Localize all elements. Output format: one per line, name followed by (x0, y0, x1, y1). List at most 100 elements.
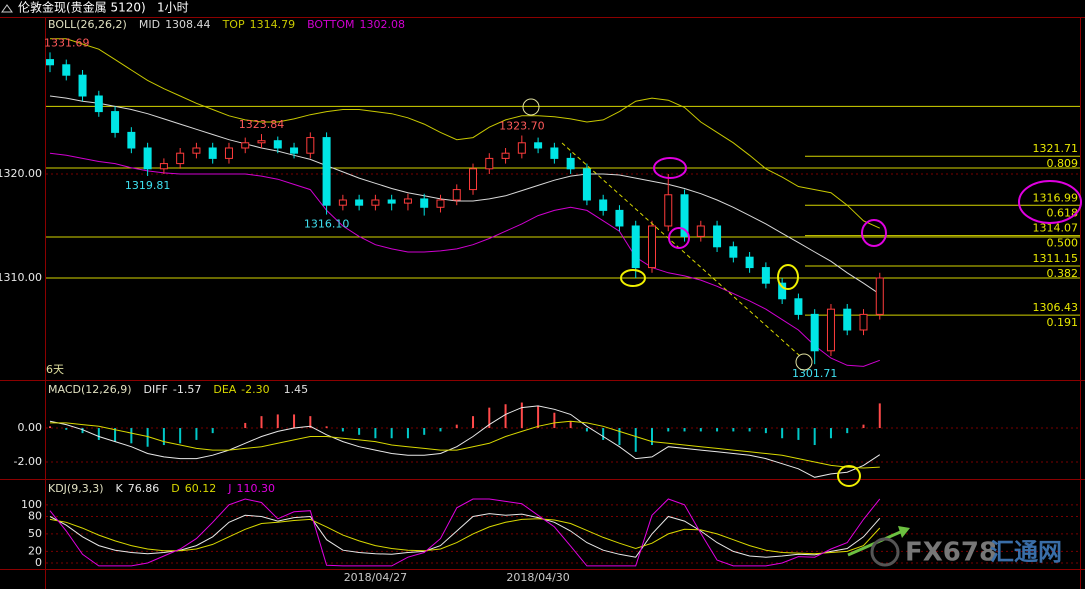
panel-borders (0, 17, 1085, 589)
fib-price: 1311.15 (1033, 252, 1079, 265)
candle-body (778, 282, 787, 300)
candle-body (452, 189, 461, 201)
candle-body (257, 140, 266, 144)
candle-body (322, 137, 331, 206)
watermark-brand: FX678 (905, 538, 997, 568)
candle-body (176, 152, 185, 165)
y-tick-label: 0.00 (18, 421, 43, 434)
legend-value: 60.12 (185, 482, 217, 495)
legend-value: 1314.79 (250, 18, 296, 31)
candle-body (208, 147, 217, 159)
candle-body (566, 157, 575, 170)
candle-body (696, 225, 705, 237)
legend-value: 1302.08 (359, 18, 405, 31)
candle-body (469, 168, 478, 191)
indicator-header: BOLL(26,26,2) MID 1308.44 TOP 1314.79 BOTTOM 1… (48, 18, 405, 31)
candle-body (111, 111, 120, 133)
candle-body (810, 313, 819, 352)
candle-body (273, 140, 282, 149)
boll-line (50, 38, 881, 229)
candle-body (143, 147, 152, 170)
y-tick-label: 1320.00 (0, 167, 42, 180)
fib-price: 1321.71 (1033, 142, 1079, 155)
kdj-line (49, 513, 881, 558)
candle-body (729, 246, 738, 258)
y-tick-label: -2.00 (14, 455, 42, 468)
legend-name: DIFF (144, 383, 168, 396)
y-tick-label: 0 (35, 556, 42, 569)
candle-body (794, 298, 803, 315)
candle-body (355, 199, 364, 206)
candle-body (501, 152, 510, 159)
candle-body (290, 147, 299, 154)
period-selector[interactable]: 1小时 (157, 1, 189, 15)
legend-name: TOP (222, 18, 245, 31)
candle-body (403, 198, 412, 204)
legend-name: D (171, 482, 179, 495)
legend-name: K (116, 482, 124, 495)
watermark-name: 汇通网 (990, 538, 1062, 566)
candle-body (241, 142, 250, 149)
candle-body (680, 194, 689, 237)
drawn-annotations (522, 98, 1082, 567)
legend-name: J (227, 482, 231, 495)
candle-body (159, 163, 168, 170)
indicator-name: MACD(12,26,9) (48, 383, 132, 396)
fib-price: 1314.07 (1033, 222, 1079, 235)
price-annotation: 1323.84 (239, 118, 285, 131)
candle-body (550, 147, 559, 159)
fib-ratio: 0.500 (1047, 237, 1079, 250)
candle-body (371, 199, 380, 206)
candle-body (420, 198, 429, 208)
price-annotation: 1331.69 (44, 36, 90, 49)
fib-price: 1316.99 (1033, 191, 1079, 204)
candle-body (62, 64, 71, 76)
kdj-line (49, 498, 881, 567)
legend-value: 110.30 (236, 482, 275, 495)
candle-body (224, 147, 233, 159)
candle-body (615, 209, 624, 227)
home-icon[interactable] (1, 4, 13, 13)
candle-body (306, 137, 315, 154)
boll-line (49, 95, 881, 295)
y-tick-label: 80 (28, 509, 42, 522)
candle-body (582, 168, 591, 201)
x-tick-label: 2018/04/27 (344, 571, 407, 584)
candle-body (78, 74, 87, 97)
y-tick-label: 50 (28, 527, 42, 540)
legend-value: -2.30 (241, 383, 269, 396)
x-tick-label: 2018/04/30 (506, 571, 569, 584)
fib-ratio: 0.191 (1047, 316, 1079, 329)
legend-value: 1.45 (284, 383, 309, 396)
fib-ratio: 0.382 (1047, 267, 1079, 280)
fib-price: 1306.43 (1033, 301, 1079, 314)
price-annotation: 1301.71 (792, 367, 838, 380)
period-label: 6天 (46, 363, 64, 376)
legend-name: DEA (213, 383, 236, 396)
candle-body (517, 142, 526, 154)
price-annotation: 1319.81 (125, 179, 171, 192)
candle-body (761, 267, 770, 284)
legend-value: 1308.44 (165, 18, 211, 31)
indicator-name: BOLL(26,26,2) (48, 18, 127, 31)
instrument-title[interactable]: 伦敦金现(贵金属 5120) (18, 0, 146, 15)
legend-name: BOTTOM (307, 18, 354, 31)
fib-ratio: 0.809 (1047, 157, 1079, 170)
candle-body (192, 147, 201, 154)
candle-body (127, 131, 136, 149)
fib-ratio: 0.618 (1047, 206, 1079, 219)
candle-body (46, 59, 54, 66)
legend-value: -1.57 (173, 383, 201, 396)
candle-body (745, 256, 754, 269)
candle-body (534, 142, 543, 149)
candle-body (485, 157, 494, 170)
y-tick-label: 100 (21, 498, 42, 511)
plot: 1320.00 1310.00 1321.71 0.809 1316.99 0.618 13… (0, 18, 1080, 584)
candle-body (436, 199, 445, 208)
candle-body (859, 313, 868, 331)
candle-body (94, 95, 103, 113)
candle-body (599, 199, 608, 211)
y-tick-label: 20 (28, 544, 42, 557)
